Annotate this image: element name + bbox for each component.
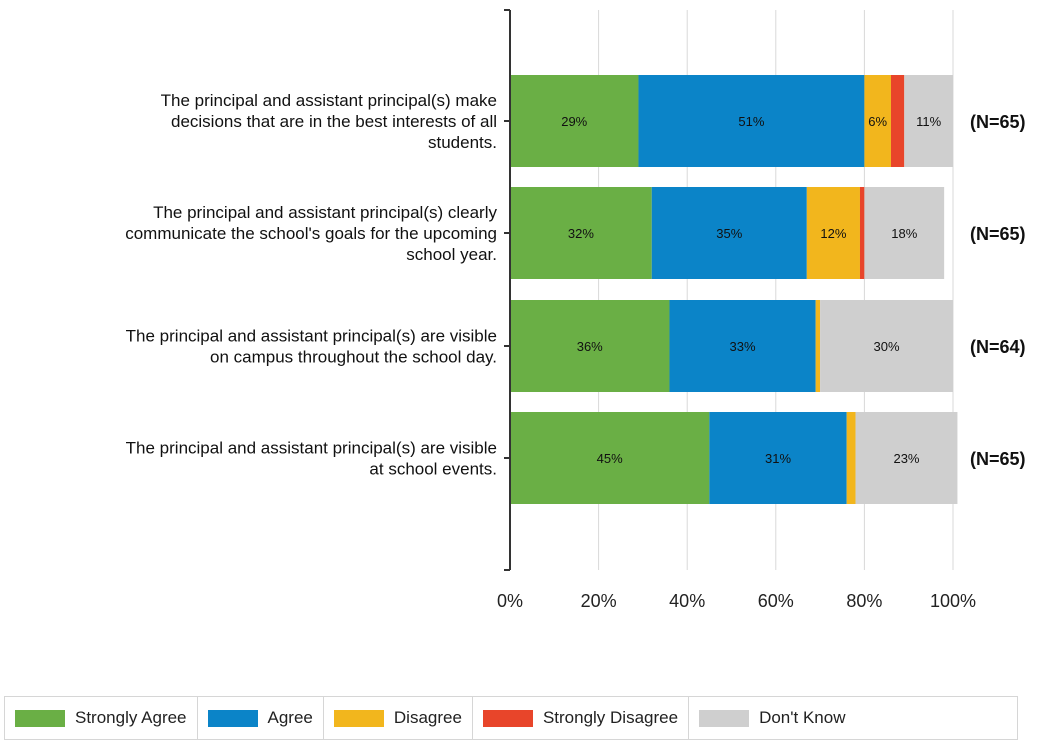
data-label: 6%: [868, 114, 887, 129]
legend-item-strongly-disagree: Strongly Disagree: [473, 697, 690, 739]
bar-segment: [864, 187, 945, 279]
legend-swatch-strongly-agree: [15, 709, 65, 727]
bar-segment: [864, 75, 891, 167]
bar-segment: [855, 412, 958, 504]
bar-segment: [904, 75, 953, 167]
legend-swatch-disagree: [333, 709, 384, 727]
category-label: The principal and assistant principal(s)…: [126, 327, 497, 367]
n-label: (N=64): [970, 337, 1026, 357]
bar-segment: [638, 75, 865, 167]
stacked-bar-chart: 29% 51% 6% 11% 32% 35% 12% 18% 36% 33% 30% 45% 31% 23…: [125, 9, 1026, 611]
x-tick-label: 80%: [846, 591, 882, 611]
data-label: 30%: [874, 339, 900, 354]
bar-segment: [510, 187, 652, 279]
bars: 29% 51% 6% 11% 32% 35% 12% 18% 36% 33% 30% 45% 31% 23…: [510, 75, 958, 504]
n-labels: (N=65) (N=65) (N=64) (N=65): [970, 112, 1026, 469]
data-label: 29%: [561, 114, 587, 129]
category-label: The principal and assistant principal(s)…: [126, 439, 497, 479]
data-label: 18%: [891, 226, 917, 241]
data-label: 31%: [765, 451, 791, 466]
bar-segment: [709, 412, 847, 504]
data-label: 12%: [820, 226, 846, 241]
bar-segment: [510, 75, 639, 167]
n-label: (N=65): [970, 112, 1026, 132]
bar-segment: [510, 300, 670, 392]
legend-swatch-agree: [207, 709, 258, 727]
bar-segment: [890, 75, 905, 167]
data-label: 51%: [738, 114, 764, 129]
data-label: 23%: [893, 451, 919, 466]
legend-label-disagree: Disagree: [393, 708, 462, 727]
legend-item-disagree: Disagree: [324, 697, 473, 739]
x-tick-label: 40%: [669, 591, 705, 611]
data-label: 32%: [568, 226, 594, 241]
category-label: The principal and assistant principal(s)…: [161, 91, 497, 152]
n-label: (N=65): [970, 449, 1026, 469]
x-tick-label: 60%: [758, 591, 794, 611]
data-label: 45%: [597, 451, 623, 466]
legend-item-dont-know: Don't Know: [689, 697, 855, 739]
legend-label-dont-know: Don't Know: [759, 708, 846, 727]
bar-segment: [859, 187, 865, 279]
bar-segment: [806, 187, 860, 279]
legend-swatch-dont-know: [699, 709, 750, 727]
n-label: (N=65): [970, 224, 1026, 244]
legend-label-agree: Agree: [267, 708, 313, 727]
legend-label-strongly-disagree: Strongly Disagree: [542, 708, 679, 727]
bar-segment: [651, 187, 807, 279]
x-tick-label: 0%: [497, 591, 523, 611]
data-label: 35%: [716, 226, 742, 241]
x-tick-label: 100%: [930, 591, 976, 611]
y-axis: [504, 9, 511, 571]
data-label: 36%: [577, 339, 603, 354]
question-labels: The principal and assistant principal(s)…: [125, 91, 497, 479]
x-tick-labels: 0% 20% 40% 60% 80% 100%: [497, 591, 976, 611]
data-label: 33%: [730, 339, 756, 354]
legend: Strongly Agree Agree Disagree Strongly D…: [4, 696, 1018, 740]
data-label: 11%: [916, 114, 941, 129]
bar-segment: [510, 412, 710, 504]
bar-segment: [846, 412, 856, 504]
legend-label-strongly-agree: Strongly Agree: [75, 708, 187, 727]
legend-item-strongly-agree: Strongly Agree: [5, 697, 198, 739]
x-tick-label: 20%: [581, 591, 617, 611]
bar-segment: [815, 300, 821, 392]
legend-swatch-strongly-disagree: [482, 709, 533, 727]
legend-item-agree: Agree: [198, 697, 324, 739]
bar-segment: [820, 300, 953, 392]
category-label: The principal and assistant principal(s)…: [125, 203, 497, 264]
bar-segment: [669, 300, 816, 392]
